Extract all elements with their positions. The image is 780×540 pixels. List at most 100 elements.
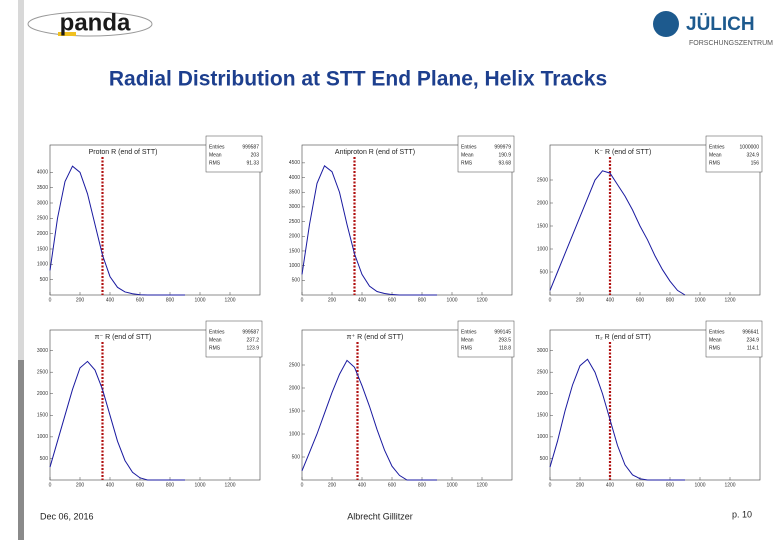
histogram-panel: Proton R (end of STT) Entries 999587 Mean 20…: [37, 135, 263, 303]
y-tick-label: 1000: [37, 262, 48, 268]
y-tick-label: 3000: [37, 200, 48, 206]
y-tick-label: 2000: [289, 385, 300, 391]
x-tick-label: 400: [106, 297, 115, 303]
x-tick-label: 1000: [194, 482, 205, 488]
stats-value: 91.33: [246, 160, 259, 166]
stats-value: 999587: [242, 144, 259, 150]
stats-label: Mean: [209, 152, 222, 158]
y-tick-label: 1000: [289, 263, 300, 269]
x-tick-label: 400: [358, 482, 367, 488]
x-tick-label: 0: [301, 482, 304, 488]
chart-title: Proton R (end of STT): [89, 149, 158, 156]
stats-label: RMS: [709, 345, 721, 351]
stats-value: 324.9: [746, 152, 759, 158]
y-tick-label: 1000: [289, 431, 300, 437]
x-tick-label: 400: [606, 297, 615, 303]
stats-box: [705, 320, 763, 358]
x-tick-label: 200: [576, 297, 585, 303]
y-tick-label: 1000: [37, 434, 48, 440]
y-tick-label: 2000: [37, 391, 48, 397]
stats-label: Entries: [209, 144, 225, 150]
histogram-line: [49, 165, 185, 296]
y-tick-label: 1000: [537, 246, 548, 252]
y-tick-label: 2500: [37, 216, 48, 222]
x-tick-label: 1000: [446, 482, 457, 488]
stats-box: [457, 135, 515, 173]
x-tick-label: 1000: [446, 297, 457, 303]
histogram-panel: Antiproton R (end of STT) Entries 999979 Me…: [289, 135, 515, 303]
y-tick-label: 2500: [289, 219, 300, 225]
x-tick-label: 800: [166, 297, 175, 303]
y-tick-label: 3000: [537, 348, 548, 354]
x-tick-label: 1200: [724, 482, 735, 488]
y-tick-label: 4000: [289, 175, 300, 181]
x-tick-label: 0: [49, 297, 52, 303]
y-tick-label: 1500: [289, 408, 300, 414]
x-tick-label: 1200: [476, 482, 487, 488]
stats-value: 93.68: [498, 160, 511, 166]
y-tick-label: 1500: [537, 413, 548, 419]
x-tick-label: 600: [136, 297, 145, 303]
x-tick-label: 600: [136, 482, 145, 488]
stats-value: 123.9: [246, 345, 259, 351]
x-tick-label: 800: [666, 297, 675, 303]
x-tick-label: 1200: [224, 297, 235, 303]
x-tick-label: 400: [358, 297, 367, 303]
stats-label: Entries: [209, 329, 225, 335]
y-tick-label: 500: [540, 269, 549, 275]
histogram-panel: π⁺ R (end of STT) Entries 999145 Mean 293.5 R…: [289, 320, 515, 488]
stats-label: Mean: [709, 337, 722, 343]
stats-value: 190.9: [498, 152, 511, 158]
y-tick-label: 500: [40, 277, 49, 283]
stats-label: Entries: [461, 329, 477, 335]
stats-label: RMS: [461, 345, 473, 351]
side-bar-dark: [18, 360, 24, 540]
stats-value: 999587: [242, 329, 259, 335]
charts: Proton R (end of STT) Entries 999587 Mean 20…: [37, 135, 763, 488]
y-tick-label: 3500: [37, 185, 48, 191]
footer-date: Dec 06, 2016: [40, 511, 94, 521]
slide-title: Radial Distribution at STT End Plane, He…: [109, 68, 607, 91]
stats-label: Mean: [461, 152, 474, 158]
stats-value: 237.2: [246, 337, 259, 343]
chart-title: K⁻ R (end of STT): [595, 149, 652, 156]
histogram-panel: π⁻ R (end of STT) Entries 999587 Mean 237.2 R…: [37, 320, 263, 488]
x-tick-label: 0: [301, 297, 304, 303]
stats-value: 114.1: [747, 345, 759, 351]
x-tick-label: 200: [576, 482, 585, 488]
stats-box: [457, 320, 515, 358]
chart-title: π₂ R (end of STT): [595, 334, 651, 341]
stats-value: 156: [751, 160, 760, 166]
x-tick-label: 1200: [476, 297, 487, 303]
stats-label: Mean: [709, 152, 722, 158]
x-tick-label: 600: [388, 297, 397, 303]
stats-value: 999979: [494, 144, 511, 150]
y-tick-label: 4000: [37, 170, 48, 176]
y-tick-label: 2500: [289, 362, 300, 368]
x-tick-label: 1200: [224, 482, 235, 488]
footer-page: p. 10: [732, 509, 752, 519]
x-tick-label: 1000: [694, 482, 705, 488]
logo-julich-mark: [653, 11, 679, 37]
y-tick-label: 3000: [289, 204, 300, 210]
histogram-panel: K⁻ R (end of STT) Entries 1000000 Mean 324.9…: [537, 135, 763, 303]
stats-label: Mean: [461, 337, 474, 343]
y-tick-label: 500: [40, 456, 49, 462]
stats-box: [205, 135, 263, 173]
y-tick-label: 2500: [537, 370, 548, 376]
y-tick-label: 1500: [37, 246, 48, 252]
stats-label: Entries: [709, 144, 725, 150]
y-tick-label: 1500: [37, 413, 48, 419]
stats-value: 996641: [742, 329, 759, 335]
stats-value: 1000000: [740, 144, 760, 150]
x-tick-label: 800: [418, 482, 427, 488]
stats-value: 203: [251, 152, 260, 158]
stats-box: [705, 135, 763, 173]
y-tick-label: 2000: [537, 200, 548, 206]
x-tick-label: 0: [49, 482, 52, 488]
chart-title: π⁺ R (end of STT): [347, 334, 404, 341]
footer-author: Albrecht Gillitzer: [347, 511, 413, 521]
y-tick-label: 1000: [537, 434, 548, 440]
histogram-line: [549, 358, 685, 481]
stats-value: 118.8: [499, 345, 511, 351]
